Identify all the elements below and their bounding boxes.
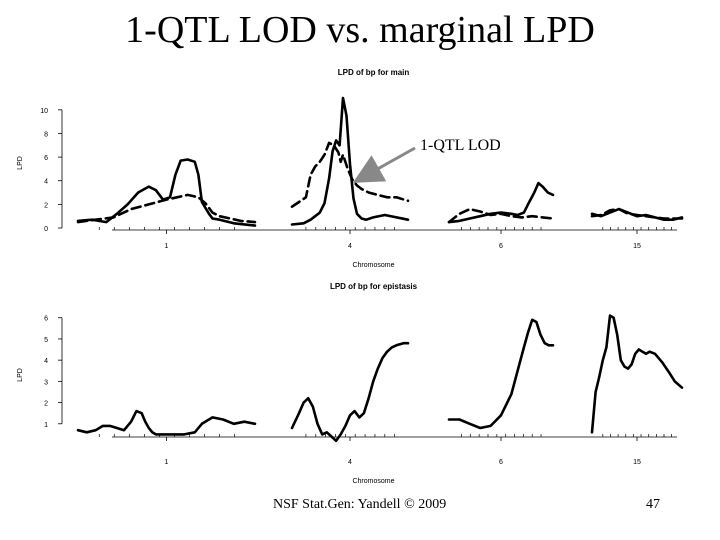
solid-series-line xyxy=(76,409,257,436)
solid-series-line xyxy=(590,314,684,434)
y-tick-label: 4 xyxy=(44,358,48,365)
annotation-label: 1-QTL LOD xyxy=(420,137,501,154)
y-tick-label: 8 xyxy=(44,131,48,138)
y-tick-label: 6 xyxy=(44,155,48,162)
solid-series-line xyxy=(447,181,555,224)
chromosome-label: 6 xyxy=(499,243,503,250)
x-axis-label: Chromosome xyxy=(352,478,394,485)
y-tick-label: 10 xyxy=(40,108,48,115)
y-tick-label: 3 xyxy=(44,379,48,386)
chromosome-label: 15 xyxy=(633,243,641,250)
y-tick-label: 4 xyxy=(44,179,48,186)
slide-title: 1-QTL LOD vs. marginal LPD xyxy=(125,9,595,51)
y-tick-label: 5 xyxy=(44,337,48,344)
solid-series-line xyxy=(447,318,555,430)
solid-series-line xyxy=(290,96,410,226)
solid-series-line xyxy=(290,341,410,443)
chart-title: LPD of bp for epistasis xyxy=(330,282,418,291)
chromosome-label: 1 xyxy=(165,459,169,466)
chromosome-label: 4 xyxy=(348,243,352,250)
footer-credit: NSF Stat.Gen: Yandell © 2009 xyxy=(273,497,447,512)
main-lpd-panel: LPD of bp for main 0 2 4 6 8 10 LPD 1 4 6 15 Chromos… xyxy=(17,68,684,269)
chromosome-label: 6 xyxy=(499,459,503,466)
y-tick-label: 1 xyxy=(44,422,48,429)
epistasis-lpd-panel: LPD of bp for epistasis 1 2 3 4 5 6 LPD 1 4 6 15 Chr… xyxy=(17,282,684,485)
chromosome-label: 15 xyxy=(633,459,641,466)
y-axis-label: LPD xyxy=(17,368,24,382)
dashed-series-line xyxy=(76,193,257,224)
y-tick-label: 0 xyxy=(44,226,48,233)
dashed-series-line xyxy=(290,141,410,208)
solid-series-line xyxy=(76,158,257,227)
page-number: 47 xyxy=(646,497,660,512)
annotation-arrow xyxy=(352,146,416,183)
chart-title: LPD of bp for main xyxy=(338,68,410,77)
chromosome-label: 1 xyxy=(165,243,169,250)
dashed-series-line xyxy=(447,207,555,224)
chromosome-label: 4 xyxy=(348,459,352,466)
x-axis-label: Chromosome xyxy=(352,262,394,269)
y-tick-label: 2 xyxy=(44,401,48,408)
annotation-callout: 1-QTL LOD xyxy=(352,137,501,183)
y-axis-label: LPD xyxy=(17,156,24,170)
dashed-series-line xyxy=(590,207,684,220)
y-tick-label: 6 xyxy=(44,316,48,323)
y-tick-label: 2 xyxy=(44,202,48,209)
